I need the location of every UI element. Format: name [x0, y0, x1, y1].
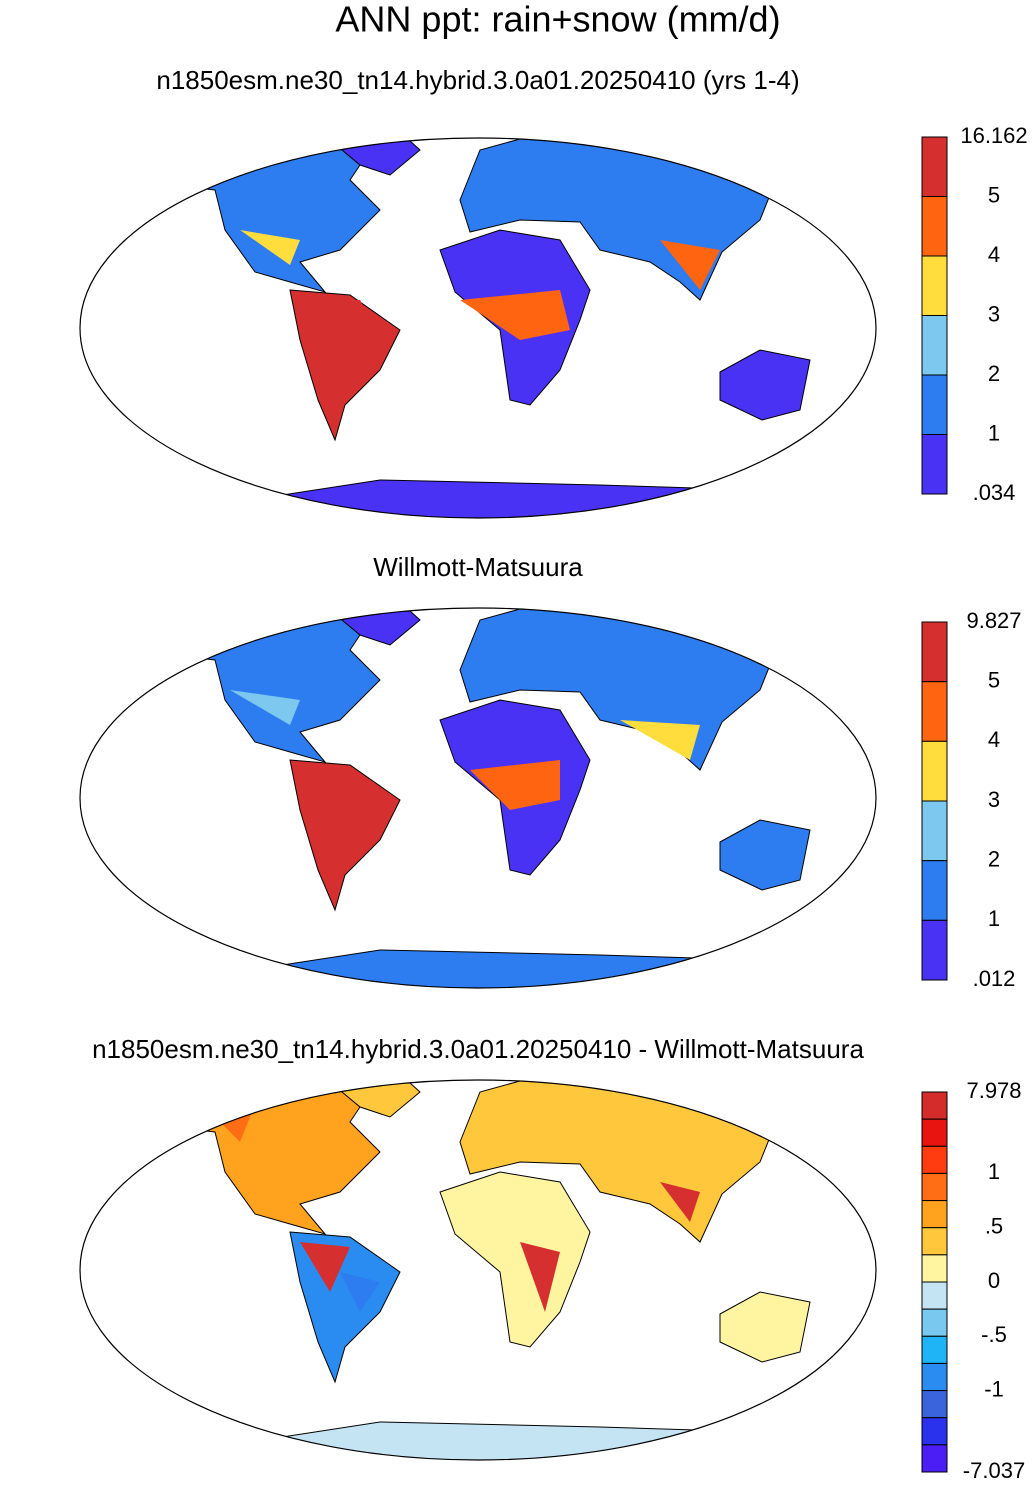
- eurasia: [459, 1080, 781, 1243]
- eurasia: [459, 608, 781, 771]
- colorbar-label: .034: [973, 480, 1016, 505]
- australia: [719, 1291, 811, 1363]
- map-border: [79, 1079, 877, 1461]
- colorbar-box: [921, 1091, 948, 1120]
- australia: [719, 349, 811, 421]
- precip-patch: [520, 1242, 560, 1312]
- colorbar-box: [921, 1335, 948, 1364]
- colorbar-box: [921, 1308, 948, 1337]
- colorbar-box: [921, 136, 948, 197]
- south-america: [289, 759, 401, 912]
- colorbar-label: 3: [988, 787, 1000, 812]
- colorbar-label: 5: [988, 182, 1000, 207]
- colorbar-box: [921, 681, 948, 742]
- colorbar-label: 3: [988, 301, 1000, 326]
- map-panel: [79, 607, 877, 989]
- land: [174, 1080, 811, 1460]
- colorbar-box: [921, 434, 948, 495]
- map-border: [79, 137, 877, 519]
- colorbar-label: 5: [988, 667, 1000, 692]
- colorbar-box: [921, 1417, 948, 1446]
- colorbar-label: 4: [988, 242, 1000, 267]
- antarctica: [249, 949, 761, 988]
- colorbar-box: [921, 1118, 948, 1147]
- colorbar-box: [921, 1281, 948, 1310]
- precip-patch: [300, 300, 380, 360]
- colorbar-label: 1: [988, 1159, 1000, 1184]
- colorbar-box: [921, 919, 948, 981]
- colorbar-box: [921, 1227, 948, 1256]
- north-america: [174, 138, 381, 293]
- map-panel: [79, 137, 877, 519]
- land: [174, 608, 811, 988]
- colorbar-box: [921, 860, 948, 921]
- colorbar-label: 4: [988, 727, 1000, 752]
- colorbar-label: 2: [988, 361, 1000, 386]
- colorbar-label: .5: [985, 1214, 1003, 1239]
- precip-patch: [460, 290, 570, 340]
- north-america: [174, 1080, 381, 1235]
- colorbar-label: 9.827: [966, 608, 1021, 633]
- north-america: [174, 608, 381, 763]
- antarctica: [249, 1421, 761, 1460]
- colorbar-box: [921, 740, 948, 802]
- precip-patch: [660, 240, 720, 290]
- colorbar-box: [921, 1254, 948, 1283]
- precip-patch: [240, 230, 300, 265]
- colorbar-label: 0: [988, 1268, 1000, 1293]
- colorbar-box: [921, 196, 948, 257]
- figure-title: ANN ppt: rain+snow (mm/d): [335, 0, 780, 40]
- colorbar-box: [921, 374, 948, 435]
- precip-patch: [620, 720, 700, 760]
- colorbar-label: .012: [973, 966, 1016, 991]
- colorbar-box: [921, 1172, 948, 1202]
- colorbar-box: [921, 1200, 948, 1229]
- colorbar-box: [921, 1145, 948, 1174]
- africa: [439, 1171, 591, 1348]
- precip-patch: [470, 760, 560, 810]
- colorbar-box: [921, 1444, 948, 1473]
- colorbar-label: 1: [988, 906, 1000, 931]
- antarctica: [249, 479, 761, 518]
- colorbar-label: -.5: [981, 1322, 1007, 1347]
- precip-patch: [660, 1182, 700, 1222]
- map-border: [79, 607, 877, 989]
- colorbar-box: [921, 255, 948, 316]
- colorbar-label: 16.162: [960, 123, 1027, 148]
- colorbar-box: [921, 1390, 948, 1419]
- colorbar-box: [921, 1362, 948, 1392]
- colorbar-label: -7.037: [963, 1458, 1025, 1483]
- colorbar-box: [921, 315, 948, 376]
- map-panel: [79, 1079, 877, 1461]
- colorbar-label: -1: [984, 1376, 1004, 1401]
- panel-title: n1850esm.ne30_tn14.hybrid.3.0a01.2025041…: [92, 1034, 864, 1064]
- colorbar-label: 7.978: [966, 1078, 1021, 1103]
- colorbar-label: 1: [988, 420, 1000, 445]
- land: [174, 138, 811, 518]
- colorbar-box: [921, 800, 948, 862]
- precip-patch: [230, 690, 300, 725]
- panel-title: Willmott-Matsuura: [373, 552, 583, 582]
- colorbar-box: [921, 621, 948, 683]
- precip-patch: [300, 1242, 350, 1292]
- colorbar-label: 2: [988, 846, 1000, 871]
- australia: [719, 819, 811, 891]
- precip-patch: [340, 1272, 380, 1312]
- panel-title: n1850esm.ne30_tn14.hybrid.3.0a01.2025041…: [156, 65, 799, 95]
